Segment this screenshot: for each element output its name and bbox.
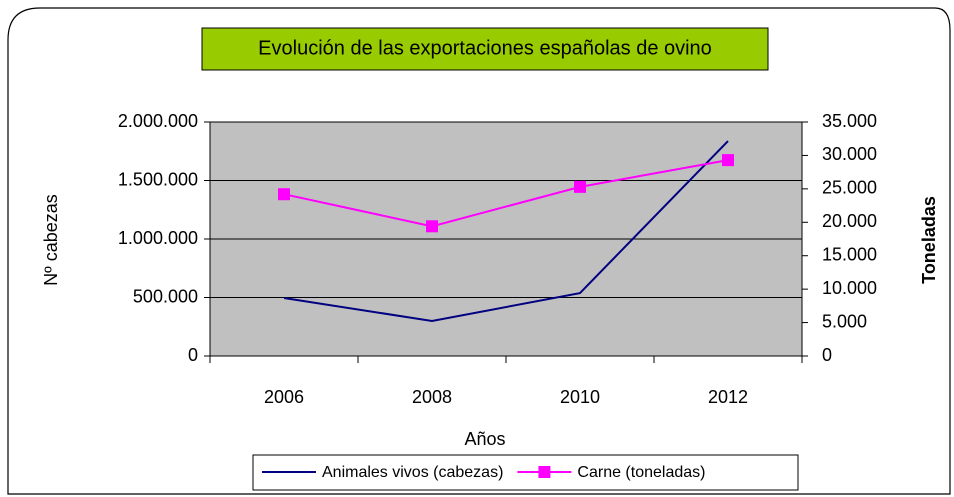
y2-tick-label: 30.000 bbox=[822, 144, 877, 164]
x-tick-label: 2008 bbox=[412, 387, 452, 407]
series-line bbox=[283, 159, 729, 228]
y-tick-label: 0 bbox=[188, 345, 198, 365]
y2-tick-label: 10.000 bbox=[822, 278, 877, 298]
x-tick-label: 2010 bbox=[560, 387, 600, 407]
y-tick-label: 1.500.000 bbox=[118, 169, 198, 189]
series-marker bbox=[426, 220, 438, 233]
y2-tick-label: 25.000 bbox=[822, 178, 877, 198]
legend-marker bbox=[538, 466, 551, 478]
y-axis-label: Nº cabezas bbox=[41, 194, 61, 286]
legend-label: Carne (toneladas) bbox=[577, 464, 705, 481]
series-marker bbox=[278, 188, 290, 201]
y2-axis-label: Toneladas bbox=[919, 196, 939, 284]
x-tick-label: 2006 bbox=[264, 387, 304, 407]
chart-title: Evolución de las exportaciones españolas… bbox=[258, 37, 712, 59]
series-marker bbox=[574, 180, 586, 193]
series-line bbox=[283, 140, 729, 323]
y-tick-label: 1.000.000 bbox=[118, 228, 198, 248]
x-tick-label: 2012 bbox=[708, 387, 748, 407]
y-tick-label: 500.000 bbox=[133, 286, 198, 306]
y2-tick-label: 35.000 bbox=[822, 111, 877, 131]
title-box bbox=[201, 27, 769, 71]
series-marker bbox=[722, 154, 734, 167]
y2-tick-label: 15.000 bbox=[822, 244, 877, 264]
x-axis-label: Años bbox=[464, 429, 505, 449]
y2-tick-label: 5.000 bbox=[822, 311, 867, 331]
y2-tick-label: 20.000 bbox=[822, 211, 877, 231]
y-tick-label: 2.000.000 bbox=[118, 111, 198, 131]
legend-label: Animales vivos (cabezas) bbox=[322, 464, 503, 481]
y2-tick-label: 0 bbox=[822, 345, 832, 365]
